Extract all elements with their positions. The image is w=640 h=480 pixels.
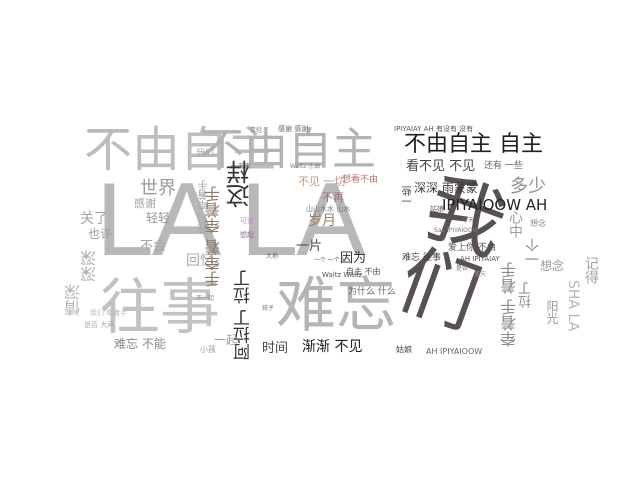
cloud-word: AH IPIYAIAY bbox=[460, 255, 500, 263]
cloud-word: 心中 bbox=[507, 210, 523, 238]
cloud-word: 姑娘 bbox=[396, 345, 412, 354]
cloud-word: 想起 bbox=[240, 231, 254, 239]
cloud-word: 记得 bbox=[583, 256, 599, 284]
cloud-word: Waltz Waltz bbox=[322, 271, 363, 279]
cloud-word: 情深 bbox=[64, 284, 83, 316]
cloud-word: 轻轻 bbox=[146, 211, 171, 225]
cloud-word: 是否 bbox=[456, 265, 469, 272]
cloud-word: 也许 bbox=[88, 227, 113, 241]
cloud-word: 岁月 bbox=[308, 213, 336, 229]
cloud-word: 看不见 不见 bbox=[406, 159, 476, 174]
cloud-word: 想看不由 bbox=[342, 175, 379, 185]
cloud-word: 阳光 bbox=[545, 300, 559, 324]
cloud-word: IPIYAIOOW AH bbox=[442, 196, 548, 214]
cloud-word: 一片 bbox=[296, 239, 323, 254]
cloud-word: 蓝天 bbox=[474, 271, 487, 278]
cloud-word: 难忘 不能 bbox=[114, 337, 166, 351]
cloud-word: 一个 bbox=[525, 238, 541, 266]
cloud-word: 想念 bbox=[530, 219, 546, 228]
cloud-word: 多少 bbox=[510, 176, 546, 197]
cloud-word: 不会 bbox=[140, 239, 167, 254]
cloud-word: 关了 bbox=[80, 211, 108, 227]
cloud-word: 牵着手 着手 bbox=[500, 262, 519, 348]
cloud-word: 姑娘 bbox=[430, 205, 444, 213]
cloud-word: 今天 bbox=[462, 217, 475, 224]
cloud-word: Waltz 乐曲 bbox=[290, 163, 321, 170]
cloud-word: 深深 雨蒙蒙 bbox=[414, 181, 478, 195]
cloud-word: 一起 bbox=[214, 333, 239, 347]
cloud-word: 一些 bbox=[403, 186, 414, 206]
cloud-word: 世界 bbox=[140, 178, 176, 199]
cloud-word: 阿拉丁 拉丁 bbox=[234, 270, 254, 361]
cloud-word: 拉丁 bbox=[519, 282, 534, 308]
cloud-word: 天使 bbox=[238, 163, 251, 170]
cloud-word: 不一起 bbox=[196, 295, 215, 302]
cloud-word: 青蛙 bbox=[250, 127, 263, 134]
cloud-word: 感谢 感谢 bbox=[278, 125, 309, 133]
cloud-word: 难忘 往事 bbox=[402, 253, 441, 263]
cloud-word: 不再 bbox=[322, 191, 344, 204]
cloud-word: 不由自主 自主 bbox=[404, 132, 543, 157]
cloud-word: 因为 bbox=[340, 251, 367, 266]
cloud-word: 可爱 bbox=[240, 217, 254, 225]
cloud-word: 我们 bbox=[196, 149, 215, 159]
cloud-word: 不由自主 bbox=[84, 122, 277, 178]
cloud-word: 手牵着 牵着手 bbox=[204, 186, 223, 288]
cloud-word: 爱上你 不由 bbox=[448, 243, 496, 253]
cloud-word: 是否 大声 bbox=[84, 321, 115, 329]
cloud-word: 自主 不由 bbox=[346, 267, 381, 276]
cloud-word: 孩子 bbox=[262, 305, 275, 312]
cloud-word: 山山水水 山水 bbox=[306, 205, 351, 213]
cloud-word: 深深 bbox=[80, 250, 99, 282]
cloud-word: 想念 bbox=[540, 259, 565, 273]
cloud-word: 不见 一切 bbox=[298, 175, 346, 188]
cloud-word: LA LA bbox=[96, 162, 366, 278]
cloud-word: IPIYAIAY AH 有没有 没有 bbox=[394, 125, 474, 133]
cloud-word: 难忘 bbox=[276, 271, 396, 341]
cloud-word: 一个 一个人 bbox=[314, 257, 346, 264]
cloud-word: 回忆 bbox=[186, 253, 214, 269]
cloud-word: 感谢 bbox=[134, 197, 156, 210]
cloud-word: 不由自主 bbox=[200, 124, 376, 175]
cloud-word: AH IPIYAIOOW bbox=[426, 347, 483, 356]
cloud-word: 往事 bbox=[100, 273, 220, 343]
cloud-word: SHA LA bbox=[565, 280, 581, 332]
cloud-word: 渐渐 不见 bbox=[302, 339, 363, 355]
cloud-word: 我们 牵着手 bbox=[90, 309, 128, 317]
cloud-word: 时间 bbox=[262, 341, 289, 356]
cloud-word: Say IPIYAIOOW bbox=[434, 227, 479, 234]
cloud-word: 大地 bbox=[266, 253, 279, 260]
cloud-word: 小孩 bbox=[200, 345, 216, 354]
cloud-word: 为什么 什么 bbox=[348, 287, 396, 297]
cloud-word: 还有 一些 bbox=[484, 161, 523, 171]
